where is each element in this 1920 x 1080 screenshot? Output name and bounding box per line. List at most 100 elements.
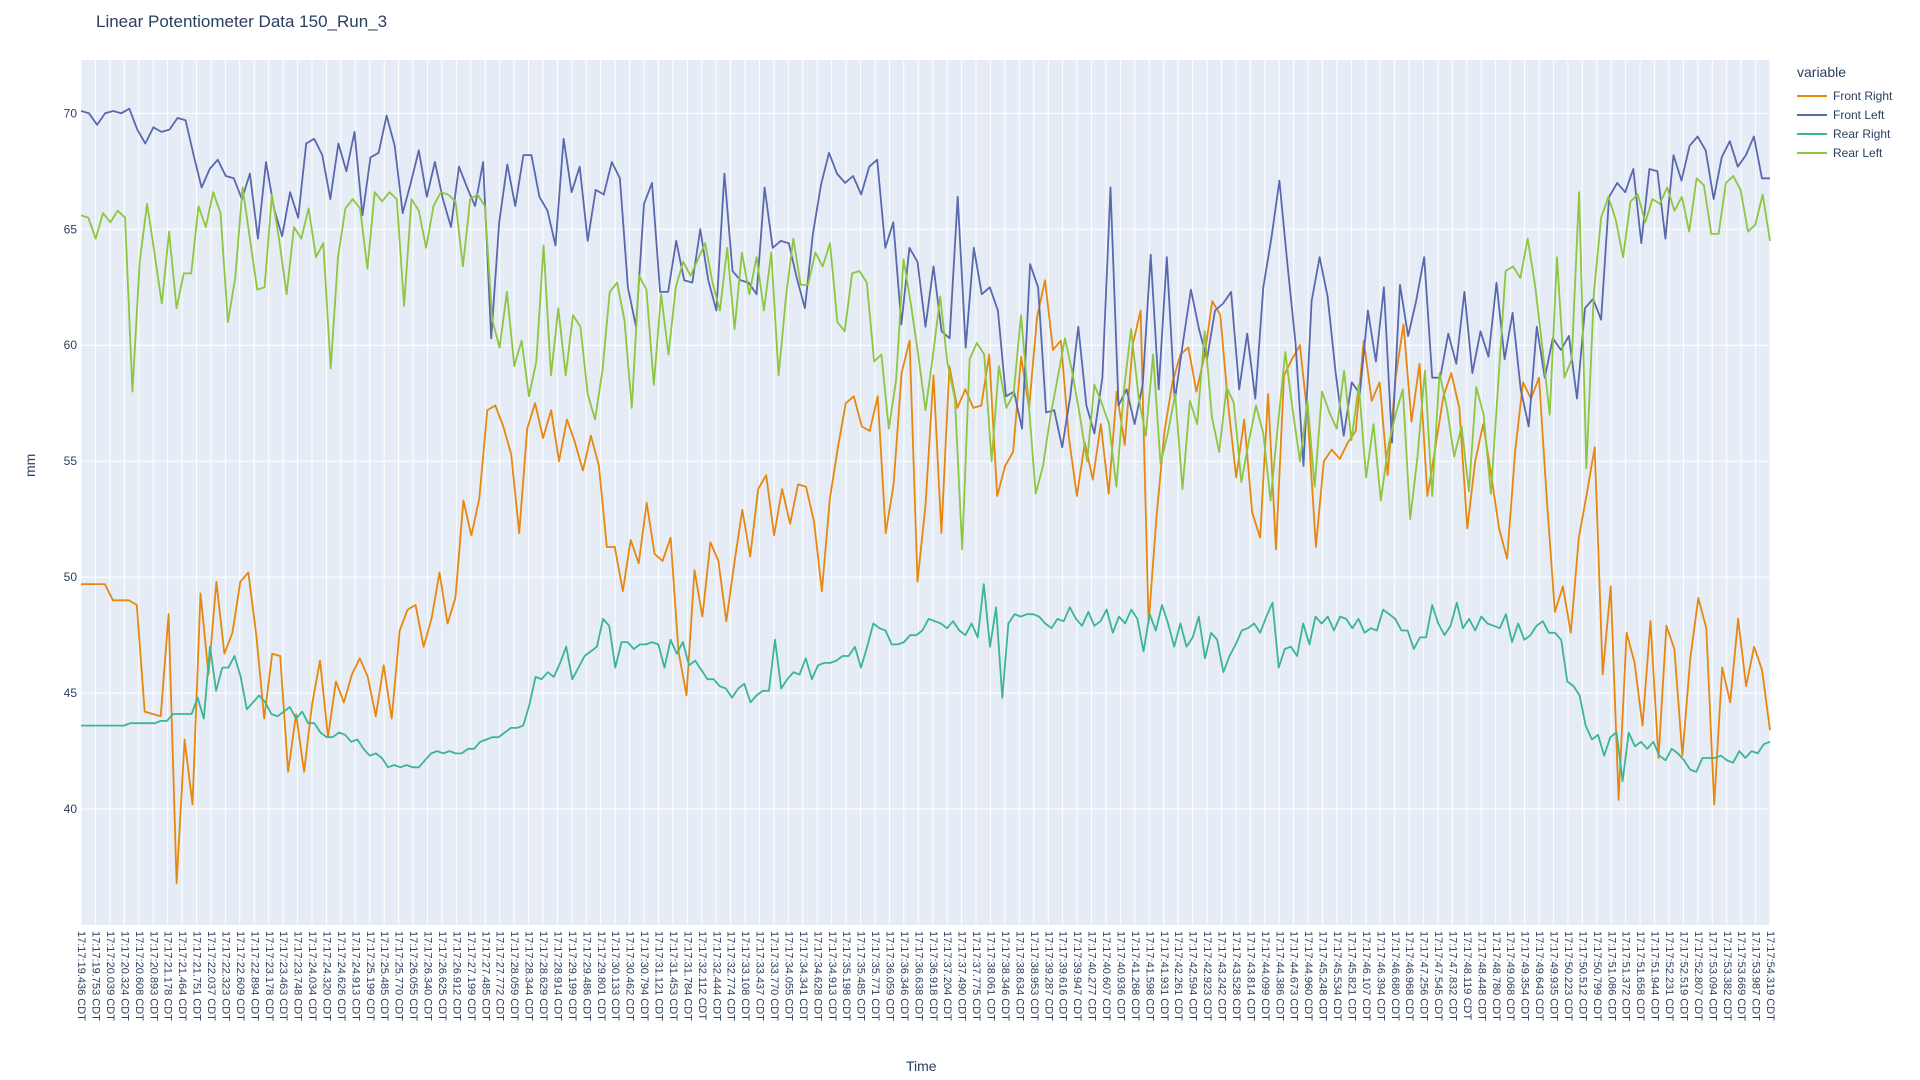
legend-swatch xyxy=(1797,151,1827,154)
x-tick-label: 17:17:54.319 CDT xyxy=(1764,931,1776,1021)
legend-item-rear-left[interactable]: Rear Left xyxy=(1797,143,1892,162)
x-tick-label: 17:17:40.277 CDT xyxy=(1086,931,1098,1021)
x-tick-label: 17:17:34.341 CDT xyxy=(797,931,809,1021)
x-tick-label: 17:17:39.947 CDT xyxy=(1071,931,1083,1021)
legend-items: Front Right Front Left Rear Right Rear Left xyxy=(1797,86,1892,162)
x-tick-label: 17:17:36.638 CDT xyxy=(912,931,924,1021)
x-tick-label: 17:17:52.231 CDT xyxy=(1663,931,1675,1021)
x-tick-label: 17:17:44.960 CDT xyxy=(1302,931,1314,1021)
x-tick-label: 17:17:52.807 CDT xyxy=(1692,931,1704,1021)
x-tick-label: 17:17:53.669 CDT xyxy=(1735,931,1747,1021)
x-tick-label: 17:17:46.680 CDT xyxy=(1389,931,1401,1021)
x-tick-label: 17:17:23.748 CDT xyxy=(292,931,304,1021)
series-line-front-left xyxy=(80,107,1770,467)
legend-item-rear-right[interactable]: Rear Right xyxy=(1797,124,1892,143)
x-tick-label: 17:17:48.119 CDT xyxy=(1461,931,1473,1020)
x-tick-label: 17:17:51.658 CDT xyxy=(1634,931,1646,1021)
x-tick-label: 17:17:40.936 CDT xyxy=(1114,931,1126,1021)
x-tick-label: 17:17:36.346 CDT xyxy=(898,931,910,1021)
legend-swatch xyxy=(1797,94,1827,97)
y-axis-label: mm xyxy=(22,453,38,477)
legend-item-front-left[interactable]: Front Left xyxy=(1797,105,1892,124)
x-tick-label: 17:17:48.448 CDT xyxy=(1475,931,1487,1021)
x-tick-label: 17:17:30.133 CDT xyxy=(609,931,621,1021)
x-tick-label: 17:17:22.037 CDT xyxy=(205,931,217,1021)
x-tick-label: 17:17:21.178 CDT xyxy=(162,931,174,1021)
x-tick-label: 17:17:46.968 CDT xyxy=(1403,931,1415,1021)
x-tick-label: 17:17:21.464 CDT xyxy=(176,931,188,1021)
x-tick-label: 17:17:25.770 CDT xyxy=(393,931,405,1021)
x-tick-label: 17:17:40.607 CDT xyxy=(1100,931,1112,1021)
x-tick-label: 17:17:24.626 CDT xyxy=(335,931,347,1021)
x-tick-label: 17:17:33.770 CDT xyxy=(768,931,780,1021)
legend-label: Rear Right xyxy=(1833,126,1891,141)
legend-swatch xyxy=(1797,132,1827,135)
x-tick-label: 17:17:35.485 CDT xyxy=(855,931,867,1021)
x-tick-label: 17:17:49.068 CDT xyxy=(1504,931,1516,1021)
x-tick-label: 17:17:41.931 CDT xyxy=(1158,931,1170,1021)
x-tick-label: 17:17:43.528 CDT xyxy=(1230,931,1242,1021)
x-tick-label: 17:17:36.918 CDT xyxy=(927,931,939,1021)
x-tick-label: 17:17:22.894 CDT xyxy=(248,931,260,1021)
x-tick-label: 17:17:45.821 CDT xyxy=(1345,931,1357,1021)
legend-swatch xyxy=(1797,113,1827,116)
x-tick-label: 17:17:32.774 CDT xyxy=(725,931,737,1021)
x-tick-label: 17:17:44.099 CDT xyxy=(1259,931,1271,1021)
x-tick-label: 17:17:22.609 CDT xyxy=(234,931,246,1021)
x-tick-label: 17:17:37.775 CDT xyxy=(970,931,982,1021)
x-tick-label: 17:17:49.935 CDT xyxy=(1548,931,1560,1021)
y-tick-label: 70 xyxy=(64,106,78,120)
x-tick-label: 17:17:46.107 CDT xyxy=(1360,931,1372,1021)
x-tick-label: 17:17:48.780 CDT xyxy=(1490,931,1502,1021)
y-tick-label: 40 xyxy=(64,802,78,816)
x-tick-label: 17:17:26.912 CDT xyxy=(450,931,462,1021)
x-tick-label: 17:17:53.987 CDT xyxy=(1750,931,1762,1021)
x-tick-label: 17:17:23.463 CDT xyxy=(277,931,289,1021)
x-tick-label: 17:17:34.055 CDT xyxy=(782,931,794,1021)
x-tick-label: 17:17:28.344 CDT xyxy=(523,931,535,1021)
x-tick-label: 17:17:34.628 CDT xyxy=(811,931,823,1021)
x-tick-label: 17:17:28.629 CDT xyxy=(537,931,549,1021)
x-tick-label: 17:17:28.059 CDT xyxy=(508,931,520,1021)
x-tick-label: 17:17:33.108 CDT xyxy=(739,931,751,1021)
legend-item-front-right[interactable]: Front Right xyxy=(1797,86,1892,105)
x-tick-label: 17:17:50.512 CDT xyxy=(1576,931,1588,1021)
x-tick-label: 17:17:19.753 CDT xyxy=(90,931,102,1021)
x-tick-label: 17:17:23.178 CDT xyxy=(263,931,275,1021)
x-tick-label: 17:17:39.616 CDT xyxy=(1057,931,1069,1021)
x-tick-label: 17:17:20.608 CDT xyxy=(133,931,145,1021)
x-tick-label: 17:17:42.261 CDT xyxy=(1172,931,1184,1021)
x-tick-label: 17:17:38.953 CDT xyxy=(1028,931,1040,1021)
x-tick-label: 17:17:53.382 CDT xyxy=(1721,931,1733,1021)
x-tick-label: 17:17:49.354 CDT xyxy=(1519,931,1531,1021)
legend: variable Front Right Front Left Rear Right… xyxy=(1797,64,1892,162)
x-tick-label: 17:17:27.485 CDT xyxy=(479,931,491,1021)
x-tick-label: 17:17:53.094 CDT xyxy=(1706,931,1718,1021)
x-tick-label: 17:17:50.799 CDT xyxy=(1591,931,1603,1021)
x-tick-label: 17:17:29.199 CDT xyxy=(566,931,578,1021)
x-tick-label: 17:17:41.598 CDT xyxy=(1143,931,1155,1021)
legend-label: Front Right xyxy=(1833,88,1893,103)
x-tick-label: 17:17:45.248 CDT xyxy=(1317,931,1329,1021)
x-tick-label: 17:17:45.534 CDT xyxy=(1331,931,1343,1021)
x-tick-label: 17:17:51.944 CDT xyxy=(1649,931,1661,1021)
x-tick-label: 17:17:43.242 CDT xyxy=(1216,931,1228,1021)
x-axis-label: Time xyxy=(906,1058,937,1074)
y-tick-label: 65 xyxy=(64,222,78,236)
x-tick-label: 17:17:31.784 CDT xyxy=(681,931,693,1021)
x-tick-label: 17:17:39.287 CDT xyxy=(1042,931,1054,1021)
x-tick-label: 17:17:31.453 CDT xyxy=(667,931,679,1021)
x-tick-label: 17:17:27.772 CDT xyxy=(494,931,506,1021)
x-tick-label: 17:17:24.320 CDT xyxy=(321,931,333,1021)
x-tick-label: 17:17:26.055 CDT xyxy=(407,931,419,1021)
x-tick-label: 17:17:22.323 CDT xyxy=(219,931,231,1021)
legend-label: Front Left xyxy=(1833,107,1885,122)
x-tick-label: 17:17:20.039 CDT xyxy=(104,931,116,1021)
x-tick-label: 17:17:30.462 CDT xyxy=(624,931,636,1021)
x-tick-label: 17:17:21.751 CDT xyxy=(191,931,203,1021)
x-tick-label: 17:17:29.801 CDT xyxy=(595,931,607,1021)
x-tick-label: 17:17:33.437 CDT xyxy=(754,931,766,1021)
y-tick-label: 50 xyxy=(64,570,78,584)
x-tick-label: 17:17:19.436 CDT xyxy=(75,931,87,1021)
